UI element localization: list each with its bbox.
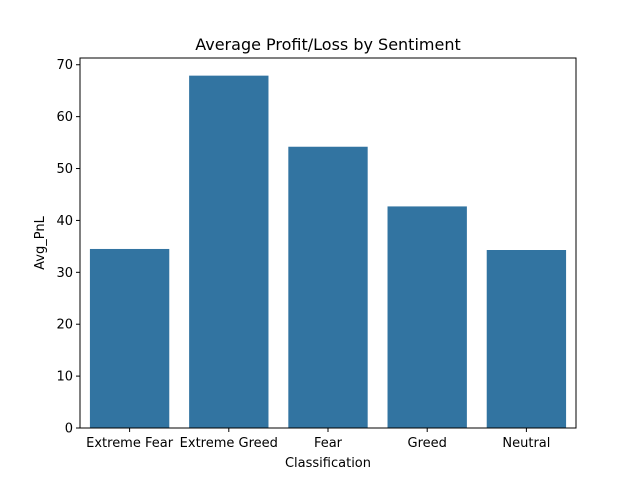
axes-layer: Extreme Fear Extreme Greed Fear Greed Neutra… [56, 57, 577, 451]
y-tick-label: 20 [56, 318, 73, 333]
y-axis-label: Avg_PnL [33, 215, 48, 269]
chart-title: Average Profit/Loss by Sentiment [195, 35, 461, 54]
y-tick-label: 10 [56, 370, 73, 385]
x-axis-label: Classification [285, 456, 371, 471]
bar-4 [486, 250, 567, 428]
y-tick-label: 40 [56, 214, 73, 229]
y-tick-label: 50 [56, 162, 73, 177]
bar-1 [189, 75, 269, 428]
x-tick-label: Greed [408, 436, 447, 451]
x-tick-label: Fear [314, 436, 343, 451]
plot-frame [79, 57, 577, 429]
x-tick-label: Extreme Greed [180, 436, 278, 451]
bar-2 [288, 146, 368, 428]
bar-0 [89, 248, 170, 428]
y-tick-label: 70 [56, 58, 73, 73]
y-tick-label: 30 [56, 266, 73, 281]
x-tick-label: Neutral [502, 436, 550, 451]
bar-3 [387, 206, 467, 428]
y-tick-label: 60 [56, 110, 73, 125]
x-tick-label: Extreme Fear [86, 436, 174, 451]
y-tick-label: 0 [65, 422, 73, 437]
bars-layer [89, 75, 567, 428]
